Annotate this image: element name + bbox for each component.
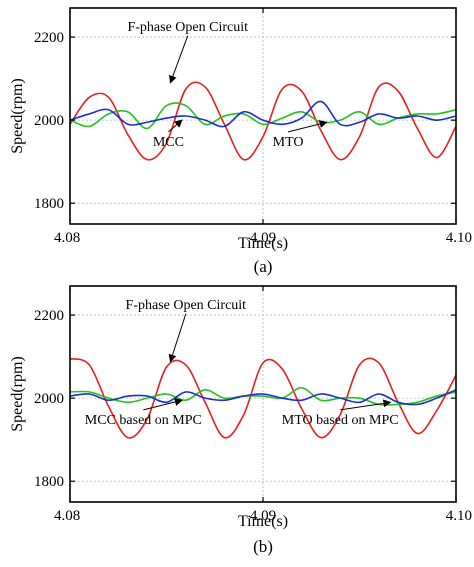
x-axis-title: Time(s): [238, 235, 288, 252]
x-tick-label: 4.09: [250, 508, 276, 524]
series-red-line: [69, 81, 457, 161]
x-tick-label: 4.09: [250, 230, 276, 246]
series-green-line: [69, 386, 457, 406]
chart-panel-b: 1800 2000 2200 4.08 4.09 4.10 Time(s) Speed(rpm…: [9, 285, 472, 556]
annotation-mcc-arrow: [143, 398, 183, 411]
series-blue-line: [69, 389, 457, 406]
y-tick-label: 2000: [34, 113, 64, 129]
panel-label: (b): [253, 537, 273, 556]
annotation-mcc: MCC: [153, 135, 184, 150]
y-tick-label: 2200: [34, 30, 64, 46]
x-tick-label: 4.08: [54, 230, 80, 246]
x-tick-label: 4.10: [446, 508, 472, 524]
series-green-line: [69, 102, 457, 130]
y-tick-label: 2200: [34, 308, 64, 324]
y-tick-label: 2000: [34, 391, 64, 407]
annotation-mcc-arrow: [168, 119, 183, 133]
annotation-open-circuit-arrow: [168, 313, 187, 363]
series-red-line: [69, 357, 457, 439]
x-tick-label: 4.10: [446, 230, 472, 246]
x-axis-title: Time(s): [238, 513, 288, 530]
annotation-open-circuit: F-phase Open Circuit: [127, 20, 248, 35]
panel-label: (a): [254, 257, 273, 276]
y-tick-label: 1800: [34, 474, 64, 490]
annotation-open-circuit-arrow: [169, 35, 189, 84]
annotation-mto: MTO: [273, 135, 304, 150]
annotation-mcc: MCC based on MPC: [85, 413, 202, 428]
annotation-mto-arrow: [340, 399, 392, 411]
annotation-mto-arrow: [287, 120, 328, 133]
annotation-mto: MTO based on MPC: [282, 413, 399, 428]
y-axis-title: Speed(rpm): [9, 356, 26, 432]
x-tick-label: 4.08: [54, 508, 80, 524]
annotation-open-circuit: F-phase Open Circuit: [126, 298, 247, 313]
chart-panel-a: 1800 2000 2200 4.08 4.09 4.10 Time(s) Speed(rpm…: [9, 7, 472, 276]
series-blue-line: [69, 100, 457, 128]
y-tick-label: 1800: [34, 196, 64, 212]
y-axis-title: Speed(rpm): [9, 78, 26, 154]
